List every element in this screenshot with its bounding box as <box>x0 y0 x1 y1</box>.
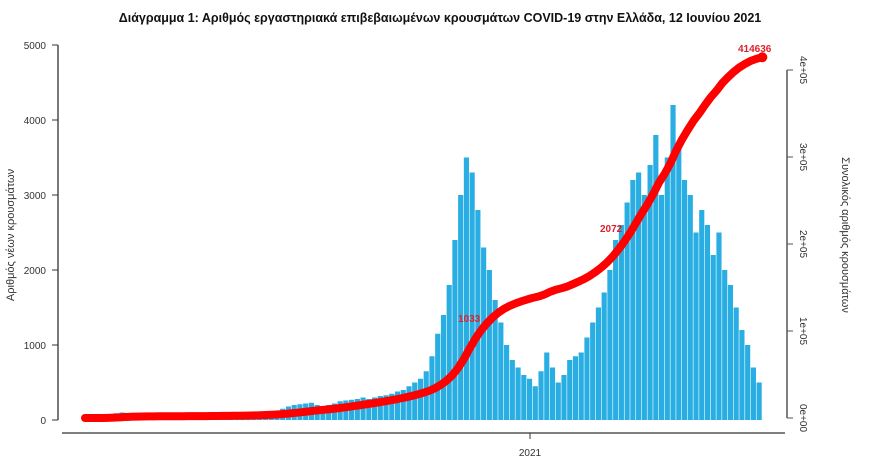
y-tick-label-right: 3e+05 <box>797 143 808 172</box>
bar <box>750 367 756 420</box>
y-tick-label-left: 5000 <box>24 41 47 52</box>
y-tick-label-left: 4000 <box>24 116 47 127</box>
bar <box>544 352 550 420</box>
chart-title: Διάγραμμα 1: Αριθμός εργαστηριακά επιβεβ… <box>119 11 762 25</box>
bar <box>486 270 492 420</box>
bar <box>469 172 475 420</box>
bar <box>481 247 487 420</box>
bar <box>636 172 642 420</box>
bar <box>659 195 665 420</box>
bar <box>446 285 452 420</box>
bar <box>670 105 676 420</box>
bar <box>653 135 659 420</box>
bar <box>377 396 383 420</box>
annotation-label: 1033 <box>458 314 481 325</box>
bar <box>572 356 579 420</box>
bar <box>664 157 670 420</box>
bar <box>704 225 711 420</box>
bar <box>406 386 412 420</box>
bar <box>727 285 734 420</box>
bar <box>366 399 372 420</box>
bar <box>383 395 389 420</box>
bar <box>641 195 647 420</box>
bar <box>595 307 601 420</box>
y-tick-label-left: 0 <box>40 416 46 427</box>
bar <box>440 315 447 420</box>
bar <box>584 337 590 420</box>
y-tick-label-left: 3000 <box>24 191 47 202</box>
bar <box>475 210 481 420</box>
bar <box>567 360 573 420</box>
bar <box>630 180 636 420</box>
y-tick-label-right: 0e+00 <box>797 404 808 433</box>
bar <box>601 292 607 420</box>
bar <box>521 375 527 420</box>
bar <box>699 210 705 420</box>
bar <box>733 307 739 420</box>
bar <box>389 393 395 420</box>
annotation-label: 2072 <box>600 224 623 235</box>
bar <box>435 333 441 420</box>
bar <box>452 240 458 420</box>
axes-group: 0 1000 2000 3000 4000 5000 0e+00 1e+05 2e+05 3e+0… <box>24 41 808 459</box>
bar <box>710 255 716 420</box>
y-tick-label-right: 1e+05 <box>797 317 808 346</box>
bar <box>618 225 624 420</box>
y-axis-right-label: Συνολικός αριθμός κρουσμάτων <box>839 157 851 313</box>
bar <box>532 386 538 420</box>
bar <box>739 330 745 420</box>
bar <box>676 142 682 420</box>
bar <box>555 382 561 420</box>
bar <box>492 300 498 420</box>
bar <box>412 382 418 420</box>
bar <box>372 397 378 420</box>
bar <box>716 232 722 420</box>
y-tick-label-left: 1000 <box>24 341 47 352</box>
bar <box>613 240 619 420</box>
bar <box>590 322 596 420</box>
bar <box>515 367 521 420</box>
bar <box>400 390 406 420</box>
bars-group <box>85 105 762 420</box>
annotation-label: 414636 <box>738 44 772 55</box>
bar <box>526 378 533 420</box>
bar <box>693 232 699 420</box>
bar <box>745 345 751 420</box>
y-tick-label-right: 4e+05 <box>797 56 808 85</box>
bar <box>687 195 693 420</box>
bar <box>549 367 556 420</box>
y-tick-label-right: 2e+05 <box>797 230 808 259</box>
y-tick-label-left: 2000 <box>24 266 47 277</box>
cumulative-end-point <box>757 52 768 63</box>
bar <box>607 270 613 420</box>
bar <box>624 202 630 420</box>
bar <box>561 375 567 420</box>
bar <box>578 352 584 420</box>
bar <box>394 391 401 420</box>
x-tick-label: 2021 <box>519 448 542 459</box>
bar <box>417 378 424 420</box>
bar <box>681 180 688 420</box>
cumulative-line <box>81 53 767 422</box>
bar <box>756 382 762 420</box>
y-axis-left-label: Αριθμός νέων κρουσμάτων <box>5 168 17 301</box>
bar <box>498 322 504 420</box>
bar <box>504 345 510 420</box>
bar <box>458 195 464 420</box>
bar <box>538 371 544 420</box>
bar <box>463 157 469 420</box>
bar <box>509 360 515 420</box>
bar <box>722 270 728 420</box>
bar <box>647 165 653 420</box>
